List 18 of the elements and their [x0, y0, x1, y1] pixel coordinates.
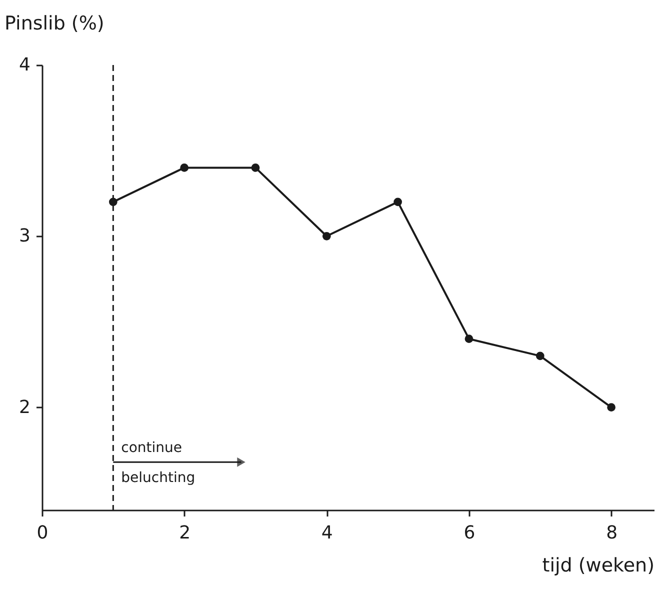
y-tick-label: 2: [19, 396, 30, 418]
y-tick-label: 4: [19, 54, 30, 76]
point: [464, 334, 474, 344]
point: [607, 403, 616, 412]
point: [180, 164, 189, 172]
annotation: continue beluchting: [121, 440, 196, 486]
x-tick-label: 4: [321, 522, 333, 544]
x-tick-label: 0: [36, 522, 48, 544]
point: [536, 352, 544, 360]
y-tick-label: 3: [19, 226, 30, 247]
y-axis-title: Pinslib (%): [4, 12, 104, 34]
x-tick-label: 6: [464, 522, 476, 544]
x-axis-title: tijd (weken): [542, 554, 654, 576]
point: [251, 164, 260, 172]
x-tick-label: 2: [179, 522, 191, 544]
point: [322, 232, 331, 240]
x-tick-label: 8: [606, 522, 618, 544]
point: [394, 198, 402, 206]
